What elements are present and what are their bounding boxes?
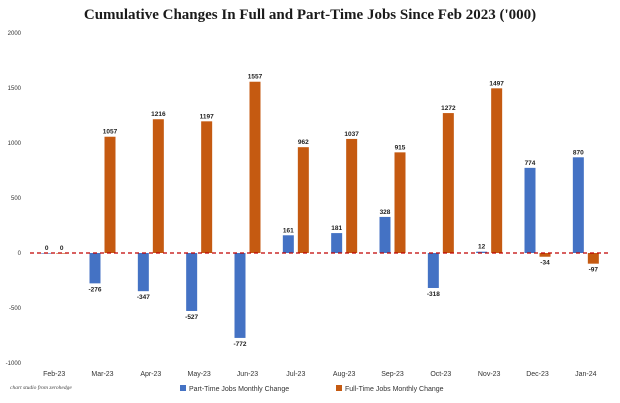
data-label: -772 (233, 341, 246, 348)
bar-full-time (152, 119, 164, 254)
x-tick-label: Mar-23 (91, 371, 113, 378)
bar-part-time (282, 235, 294, 253)
legend-swatch (180, 385, 186, 391)
y-tick-label: 2000 (8, 31, 22, 37)
data-label: 1272 (441, 105, 456, 112)
legend: Part-Time Jobs Monthly Change Full-Time J… (180, 385, 444, 393)
y-axis: -1000 -500 0 500 1000 1500 2000 (6, 31, 22, 367)
bar-part-time (89, 253, 101, 284)
bar-part-time (476, 251, 488, 253)
data-label: 12 (478, 244, 486, 251)
x-tick-label: Nov-23 (478, 371, 501, 378)
legend-swatch (336, 385, 342, 391)
data-label: 1197 (200, 113, 214, 120)
data-label: -527 (185, 314, 198, 321)
data-label: -347 (137, 294, 150, 301)
data-label: 1557 (248, 74, 263, 81)
bar-part-time (379, 216, 391, 253)
y-tick-label: 500 (11, 196, 22, 202)
x-tick-label: Sep-23 (381, 371, 404, 378)
chart-title: Cumulative Changes In Full and Part-Time… (84, 7, 536, 23)
data-label: 1037 (344, 131, 359, 138)
data-label: 1216 (151, 111, 166, 118)
data-label: 1497 (489, 80, 504, 87)
bar-full-time (394, 152, 406, 253)
bar-part-time (234, 253, 246, 338)
bar-part-time (137, 253, 149, 292)
bar-part-time (572, 157, 584, 253)
data-label: 328 (380, 209, 391, 216)
y-tick-label: -500 (9, 306, 22, 312)
y-tick-label: 1000 (8, 141, 22, 147)
bar-full-time (104, 136, 116, 253)
data-label: -276 (88, 286, 101, 293)
data-label: 774 (525, 160, 536, 167)
data-label: 1057 (103, 129, 118, 136)
data-label: 0 (45, 245, 49, 252)
x-tick-label: Jan-24 (575, 371, 597, 378)
data-label: 962 (298, 139, 309, 146)
y-tick-label: 0 (18, 251, 22, 257)
bar-full-time (442, 113, 454, 253)
data-label: 915 (395, 144, 406, 151)
data-label: -318 (427, 291, 440, 298)
x-tick-label: Feb-23 (43, 371, 65, 378)
y-tick-label: -1000 (6, 361, 22, 367)
bar-full-time (201, 121, 213, 253)
bar-full-time (346, 138, 358, 253)
bar-full-time (297, 147, 309, 253)
data-labels: 0 -276 -347 -527 -772 161 181 328 -318 12 774 870 0 1… (45, 74, 599, 348)
x-tick-label: May-23 (187, 371, 210, 378)
bar-full-time (491, 88, 503, 253)
legend-label: Full-Time Jobs Monthly Change (345, 386, 444, 393)
data-label: 161 (283, 227, 294, 234)
x-tick-label: Jun-23 (237, 371, 259, 378)
bar-full-time (539, 253, 551, 257)
legend-label: Part-Time Jobs Monthly Change (189, 386, 289, 393)
x-tick-label: Dec-23 (526, 371, 549, 378)
data-label: -34 (540, 260, 550, 267)
bar-full-time (249, 81, 261, 253)
bars (41, 81, 599, 338)
x-axis: Feb-23 Mar-23 Apr-23 May-23 Jun-23 Jul-23 Aug-… (43, 371, 597, 378)
x-tick-label: Aug-23 (333, 371, 356, 378)
x-tick-label: Jul-23 (286, 371, 305, 378)
data-label: 0 (60, 245, 64, 252)
data-label: -97 (589, 267, 599, 274)
x-tick-label: Oct-23 (430, 371, 451, 378)
bar-part-time (331, 233, 343, 253)
bar-full-time (587, 253, 599, 264)
bar-part-time (524, 167, 536, 253)
data-label: 870 (573, 149, 584, 156)
bar-part-time (427, 253, 439, 288)
data-label: 181 (331, 225, 342, 232)
x-tick-label: Apr-23 (140, 371, 161, 378)
y-tick-label: 1500 (8, 86, 22, 92)
source-credit: chart studio from zerohedge (10, 384, 72, 391)
bar-part-time (186, 253, 198, 311)
